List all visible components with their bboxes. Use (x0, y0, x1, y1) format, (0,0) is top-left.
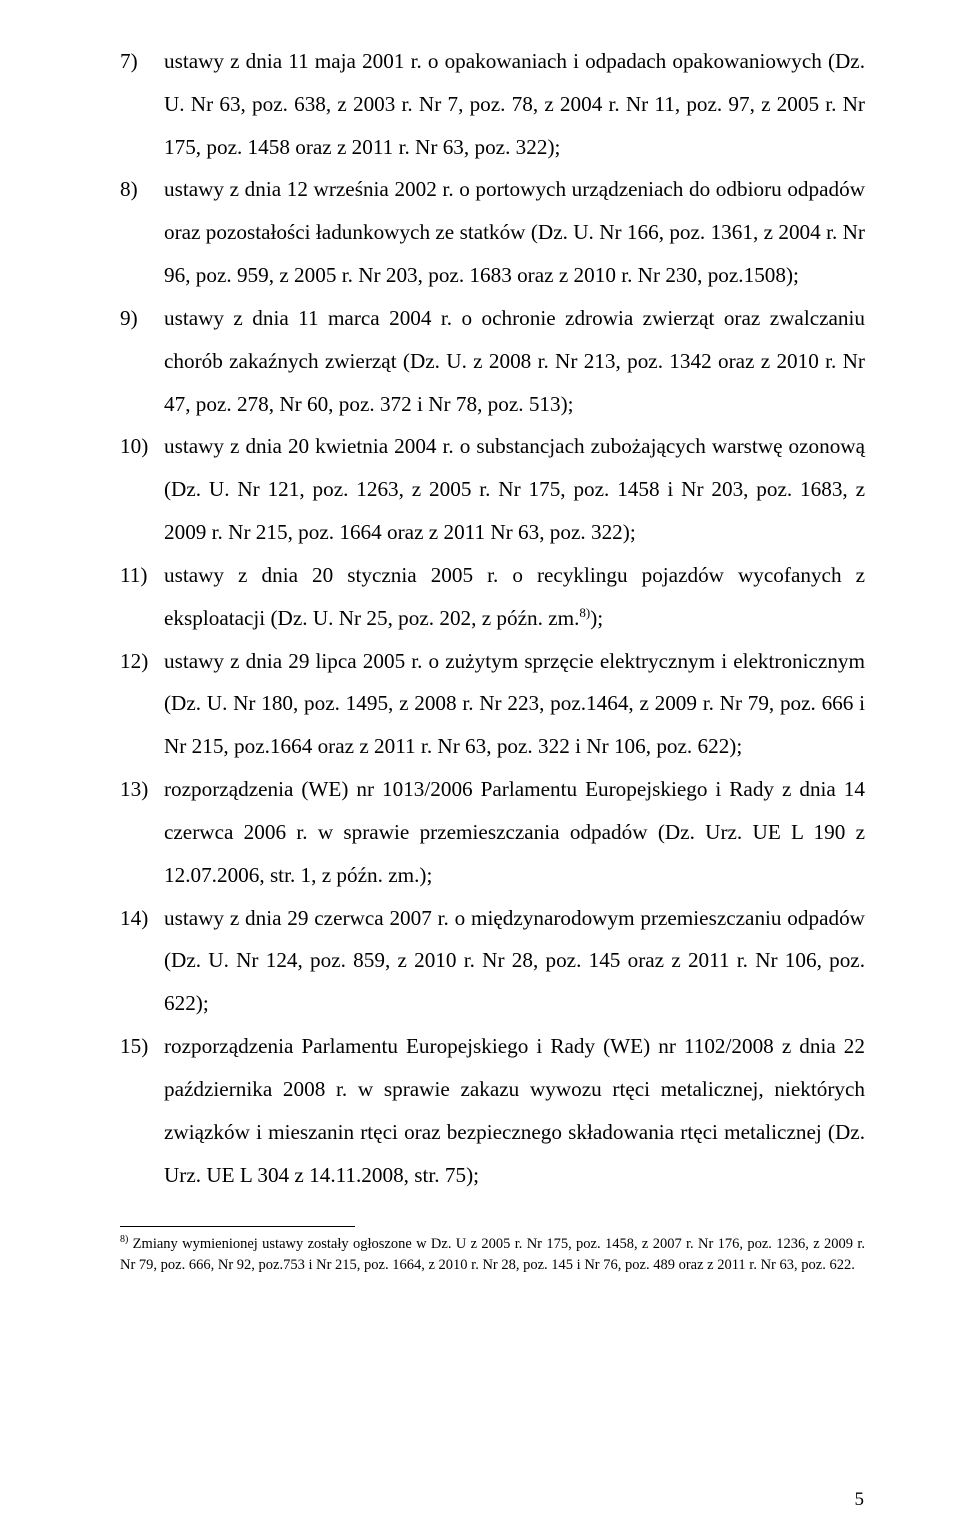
list-num-13: 13) (120, 768, 148, 811)
list-num-10: 10) (120, 425, 148, 468)
page-number: 5 (855, 1489, 865, 1511)
list-item-14: 14) ustawy z dnia 29 czerwca 2007 r. o m… (120, 897, 865, 1025)
list-item-9: 9) ustawy z dnia 11 marca 2004 r. o ochr… (120, 297, 865, 425)
list-item-15: 15) rozporządzenia Parlamentu Europejski… (120, 1025, 865, 1196)
list-num-15: 15) (120, 1025, 148, 1068)
list-text-8: ustawy z dnia 12 września 2002 r. o port… (164, 177, 865, 287)
list-num-9: 9) (120, 297, 138, 340)
footnote-separator (120, 1226, 355, 1227)
list-item-10: 10) ustawy z dnia 20 kwietnia 2004 r. o … (120, 425, 865, 553)
footnote-ref-8: 8) (579, 605, 590, 620)
list-text-10: ustawy z dnia 20 kwietnia 2004 r. o subs… (164, 434, 865, 544)
list-text-15: rozporządzenia Parlamentu Europejskiego … (164, 1034, 865, 1186)
list-num-11: 11) (120, 554, 147, 597)
list-text-7: ustawy z dnia 11 maja 2001 r. o opakowan… (164, 49, 865, 159)
list-num-8: 8) (120, 168, 138, 211)
list-item-7: 7) ustawy z dnia 11 maja 2001 r. o opako… (120, 40, 865, 168)
list-text-11b: ); (590, 606, 603, 630)
footnote-block: 8) Zmiany wymienionej ustawy zostały ogł… (120, 1233, 865, 1276)
list-text-12: ustawy z dnia 29 lipca 2005 r. o zużytym… (164, 649, 865, 759)
body-text-block: 7) ustawy z dnia 11 maja 2001 r. o opako… (120, 40, 865, 1196)
list-num-12: 12) (120, 640, 148, 683)
list-num-14: 14) (120, 897, 148, 940)
footnote-text-8: Zmiany wymienionej ustawy zostały ogłosz… (120, 1236, 865, 1273)
list-text-9: ustawy z dnia 11 marca 2004 r. o ochroni… (164, 306, 865, 416)
list-item-12: 12) ustawy z dnia 29 lipca 2005 r. o zuż… (120, 640, 865, 768)
list-item-13: 13) rozporządzenia (WE) nr 1013/2006 Par… (120, 768, 865, 896)
list-num-7: 7) (120, 40, 138, 83)
page-container: 7) ustawy z dnia 11 maja 2001 r. o opako… (0, 0, 960, 1537)
list-text-14: ustawy z dnia 29 czerwca 2007 r. o międz… (164, 906, 865, 1016)
list-text-11a: ustawy z dnia 20 stycznia 2005 r. o recy… (164, 563, 865, 630)
list-item-8: 8) ustawy z dnia 12 września 2002 r. o p… (120, 168, 865, 296)
list-item-11: 11) ustawy z dnia 20 stycznia 2005 r. o … (120, 554, 865, 640)
list-text-13: rozporządzenia (WE) nr 1013/2006 Parlame… (164, 777, 865, 887)
